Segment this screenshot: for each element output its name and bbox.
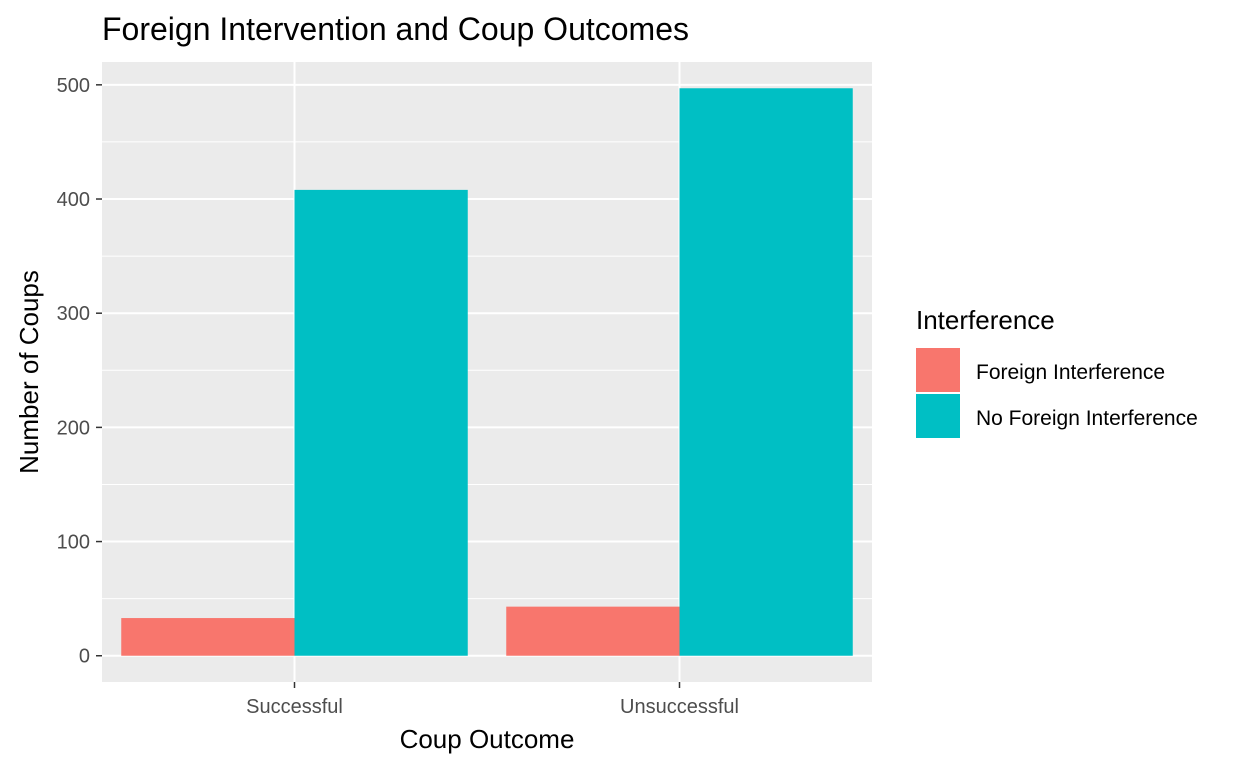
bar-no-foreign-interference-successful [294, 189, 468, 656]
y-tick-label: 100 [57, 532, 90, 554]
legend-label-foreign-interference: Foreign Interference [976, 361, 1165, 384]
legend-swatch-no-foreign-interference [916, 394, 960, 438]
y-axis-ticks: 0 100 200 300 400 500 [57, 75, 102, 668]
legend-title: Interference [916, 305, 1055, 335]
bar-foreign-interference-unsuccessful [506, 606, 680, 656]
y-tick-label: 400 [57, 189, 90, 211]
legend: Interference Foreign Interference No For… [916, 305, 1198, 438]
y-axis-title: Number of Coups [14, 270, 44, 474]
legend-label-no-foreign-interference: No Foreign Interference [976, 407, 1198, 430]
x-axis-title: Coup Outcome [400, 724, 575, 754]
x-axis-ticks: Successful Unsuccessful [246, 682, 739, 718]
chart-title: Foreign Intervention and Coup Outcomes [102, 11, 689, 47]
x-tick-label: Successful [246, 696, 343, 718]
y-tick-label: 200 [57, 417, 90, 439]
bars [121, 88, 853, 656]
y-tick-label: 300 [57, 303, 90, 325]
legend-swatch-foreign-interference [916, 348, 960, 392]
y-tick-label: 500 [57, 75, 90, 97]
y-tick-label: 0 [79, 646, 90, 668]
x-tick-label: Unsuccessful [620, 696, 739, 718]
bar-foreign-interference-successful [121, 618, 295, 656]
bar-no-foreign-interference-unsuccessful [679, 88, 853, 656]
